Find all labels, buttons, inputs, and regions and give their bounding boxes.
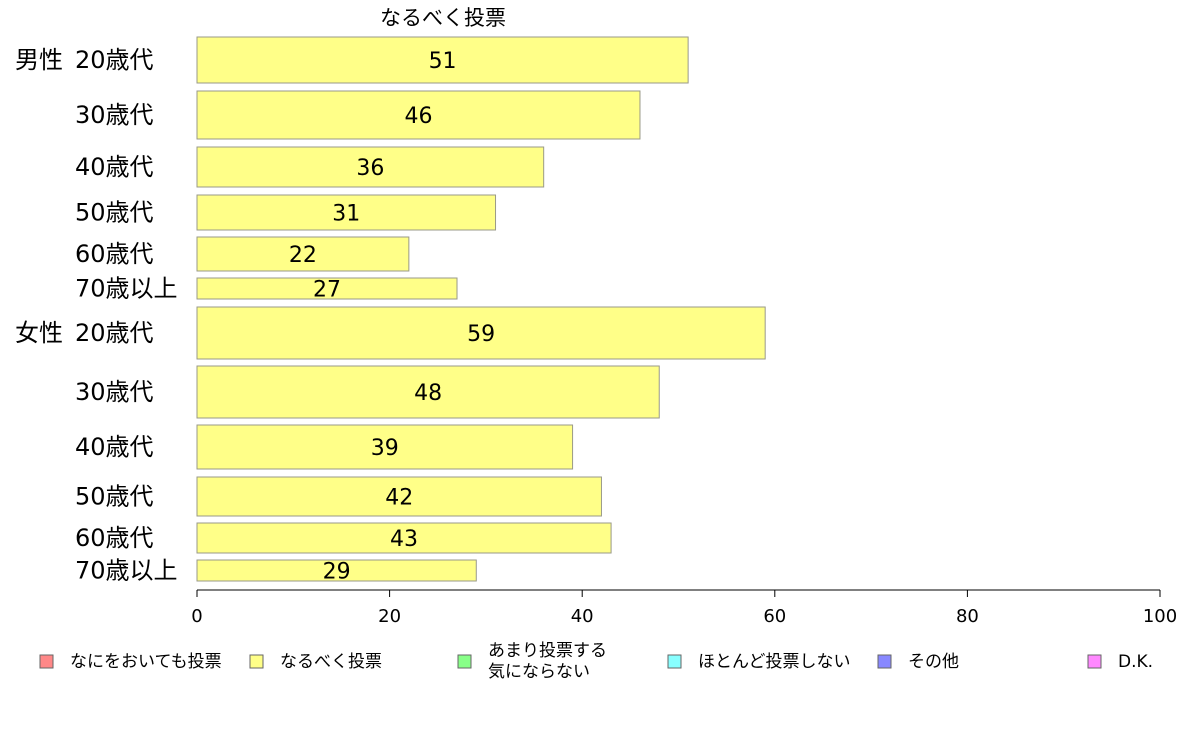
category-label: 70歳以上	[75, 557, 178, 585]
bars-group: 51 46 36 31 22 27 59 48 39 42 43 29	[196, 36, 766, 585]
legend-label: ほとんど投票しない	[698, 652, 851, 672]
bar-7	[196, 306, 766, 360]
category-label: 50歳代	[75, 483, 154, 511]
legend-label: なにをおいても投票	[70, 652, 222, 672]
bar-value-label: 31	[332, 202, 360, 227]
bar-5	[196, 236, 410, 272]
x-axis: 0 20 40 60 80 100	[191, 589, 1177, 627]
bar-value-label: 59	[467, 322, 495, 347]
legend-swatch	[249, 654, 264, 669]
legend-swatch	[667, 654, 682, 669]
category-label: 30歳代	[75, 101, 154, 129]
x-tick-label: 0	[191, 606, 202, 627]
category-label: 40歳代	[75, 153, 154, 181]
legend-swatch	[1087, 654, 1102, 669]
legend-label: その他	[908, 652, 959, 672]
x-tick-label: 80	[956, 606, 979, 627]
bar-10	[196, 476, 602, 517]
bar-11	[196, 522, 612, 554]
legend-swatch	[39, 654, 54, 669]
bar-value-label: 46	[404, 104, 432, 129]
bar-12	[196, 559, 477, 582]
bar-3	[196, 146, 545, 188]
category-label: 60歳代	[75, 240, 154, 268]
bar-value-label: 51	[429, 49, 457, 74]
bar-4	[196, 194, 497, 231]
bar-8	[196, 365, 660, 419]
category-label: 20歳代	[75, 319, 154, 347]
category-label: 60歳代	[75, 524, 154, 552]
chart-title: なるべく投票	[380, 6, 506, 30]
bar-2	[196, 90, 641, 140]
legend-label: あまり投票する	[488, 641, 607, 661]
category-label: 30歳代	[75, 378, 154, 406]
legend-swatch	[457, 654, 472, 669]
bar-6	[196, 277, 458, 300]
bar-value-label: 36	[356, 156, 384, 181]
bar-9	[196, 424, 574, 470]
bar-value-label: 48	[414, 381, 442, 406]
group-label: 男性	[15, 46, 63, 74]
legend-label: なるべく投票	[280, 652, 382, 672]
legend-label: 気にならない	[488, 662, 590, 682]
group-label: 女性	[15, 319, 63, 347]
x-tick-label: 100	[1143, 606, 1177, 627]
bar-1	[196, 36, 689, 84]
bar-value-label: 29	[323, 560, 351, 585]
legend-swatch	[877, 654, 892, 669]
x-tick-label: 40	[571, 606, 594, 627]
category-label: 40歳代	[75, 433, 154, 461]
bar-value-label: 27	[313, 278, 341, 303]
category-label: 70歳以上	[75, 275, 178, 303]
x-tick-label: 60	[763, 606, 786, 627]
bar-value-label: 43	[390, 527, 418, 552]
bar-value-label: 39	[371, 436, 399, 461]
legend-label: D.K.	[1118, 652, 1153, 672]
x-tick-label: 20	[378, 606, 401, 627]
bar-value-label: 22	[289, 243, 317, 268]
category-label: 50歳代	[75, 199, 154, 227]
bar-value-label: 42	[385, 486, 413, 511]
category-label: 20歳代	[75, 46, 154, 74]
